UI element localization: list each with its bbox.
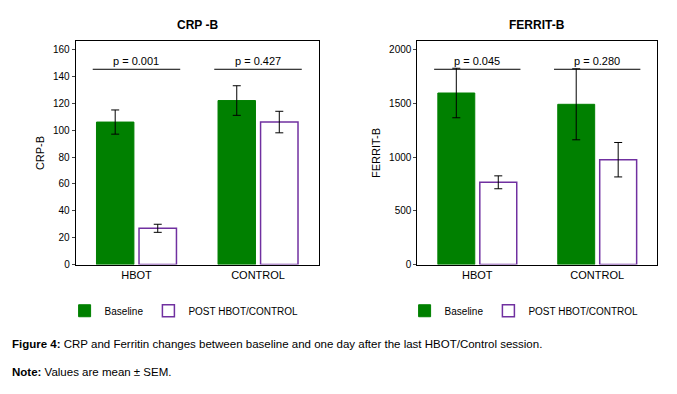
svg-text:HBOT: HBOT <box>462 269 493 281</box>
svg-text:POST HBOT/CONTROL: POST HBOT/CONTROL <box>528 306 638 317</box>
svg-text:2000: 2000 <box>389 44 412 55</box>
svg-text:POST HBOT/CONTROL: POST HBOT/CONTROL <box>188 306 298 317</box>
svg-text:40: 40 <box>59 205 71 216</box>
svg-text:20: 20 <box>59 232 71 243</box>
svg-text:140: 140 <box>53 71 70 82</box>
svg-text:160: 160 <box>53 44 70 55</box>
svg-text:CONTROL: CONTROL <box>570 269 624 281</box>
svg-text:CRP-B: CRP-B <box>34 136 46 170</box>
svg-text:CRP -B: CRP -B <box>177 18 218 32</box>
svg-text:p = 0.045: p = 0.045 <box>454 55 500 67</box>
svg-text:Note: Values are mean ± SEM.: Note: Values are mean ± SEM. <box>12 366 172 378</box>
svg-text:120: 120 <box>53 98 70 109</box>
svg-text:Figure 4: CRP and Ferritin cha: Figure 4: CRP and Ferritin changes betwe… <box>12 338 542 350</box>
svg-text:Baseline: Baseline <box>445 306 484 317</box>
svg-text:FERRIT-B: FERRIT-B <box>370 128 382 178</box>
svg-text:CONTROL: CONTROL <box>231 269 285 281</box>
svg-text:Baseline: Baseline <box>105 306 144 317</box>
svg-text:1500: 1500 <box>389 98 412 109</box>
svg-text:FERRIT-B: FERRIT-B <box>509 18 565 32</box>
svg-text:80: 80 <box>59 152 71 163</box>
svg-text:0: 0 <box>406 259 412 270</box>
svg-text:1000: 1000 <box>389 152 412 163</box>
svg-text:100: 100 <box>53 125 70 136</box>
svg-text:HBOT: HBOT <box>121 269 152 281</box>
svg-text:p = 0.280: p = 0.280 <box>574 55 620 67</box>
svg-text:p = 0.001: p = 0.001 <box>113 55 159 67</box>
svg-text:500: 500 <box>395 205 412 216</box>
svg-text:p = 0.427: p = 0.427 <box>235 55 281 67</box>
svg-text:60: 60 <box>59 178 71 189</box>
svg-text:0: 0 <box>64 259 70 270</box>
